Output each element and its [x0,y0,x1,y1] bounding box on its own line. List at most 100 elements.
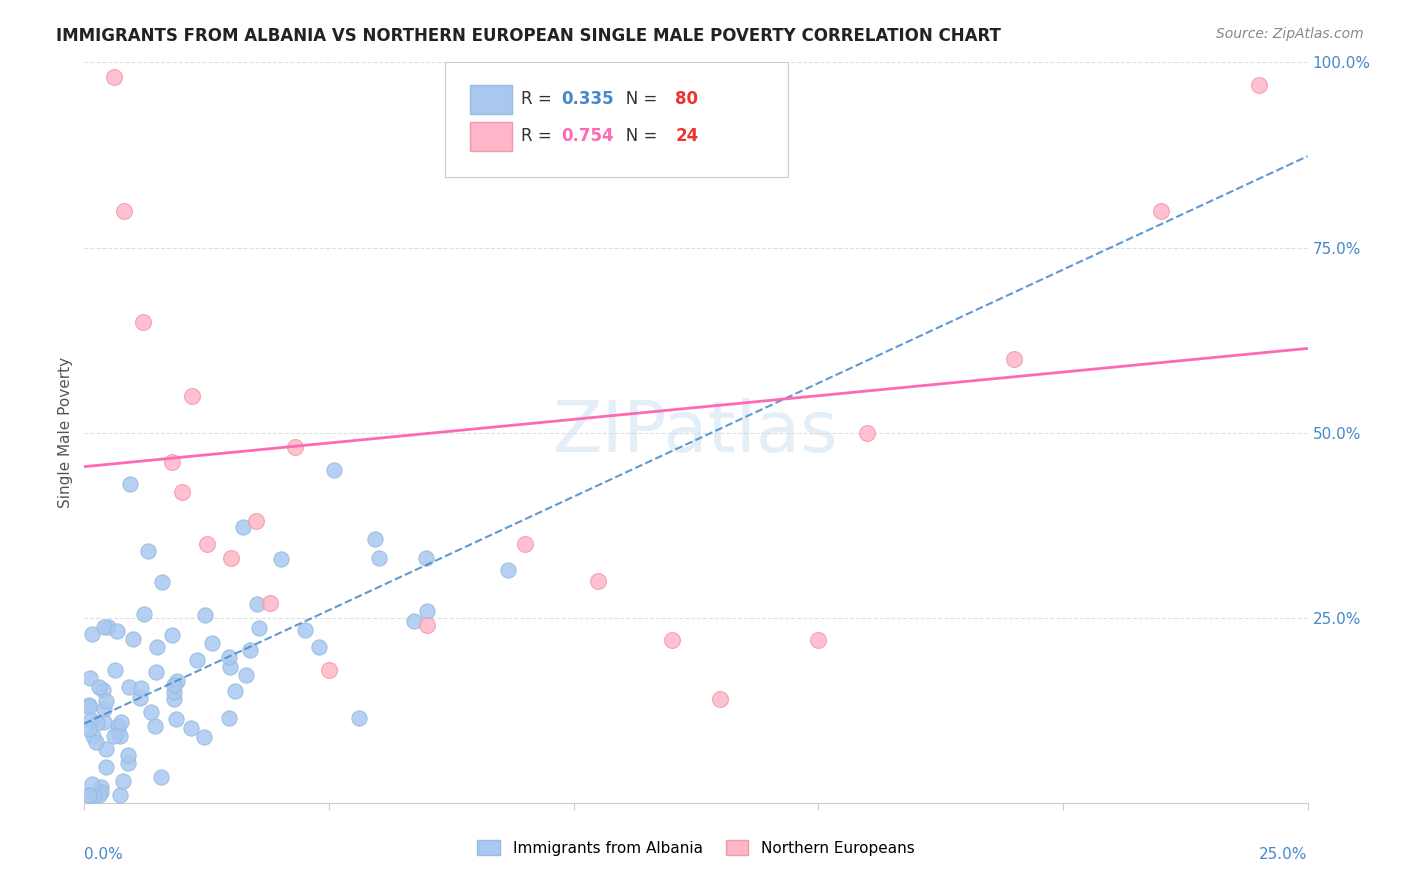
Text: 0.0%: 0.0% [84,847,124,863]
Point [132,607,155,622]
Point [129,681,152,695]
Point [79,671,101,685]
Point [117,748,139,763]
Point [94,741,117,756]
Text: 0.335: 0.335 [561,90,614,109]
Point [163,692,186,706]
Point [513,536,536,550]
Point [194,607,217,622]
Point [107,719,129,733]
Point [247,621,270,635]
Point [416,604,439,618]
Point [195,536,218,550]
Point [80,626,103,640]
Point [172,484,194,499]
Point [77,698,100,712]
Point [80,713,103,727]
Point [94,694,117,708]
Text: ZIPatlas: ZIPatlas [553,398,839,467]
Point [77,789,100,803]
Point [562,62,585,77]
Text: 80: 80 [675,90,699,109]
Text: N =: N = [610,90,664,109]
Point [284,441,307,455]
Point [404,614,426,628]
Bar [470,121,513,152]
Point [162,455,184,469]
Point [246,597,269,611]
Text: 24: 24 [675,128,699,145]
Point [308,640,330,654]
Point [86,735,108,749]
Point [93,620,115,634]
Point [93,714,115,729]
Point [143,719,166,733]
Text: N =: N = [610,128,664,145]
Bar [470,85,513,114]
Point [91,683,114,698]
Point [103,729,125,743]
Point [90,780,112,794]
Point [162,678,184,692]
Point [322,462,344,476]
Point [77,722,100,736]
Point [1150,203,1173,218]
Point [90,785,112,799]
Point [128,691,150,706]
Y-axis label: Single Male Poverty: Single Male Poverty [58,357,73,508]
FancyBboxPatch shape [446,62,787,178]
Point [87,789,110,803]
Point [120,477,142,491]
Point [180,721,202,735]
Point [80,777,103,791]
Point [149,770,172,784]
Point [121,632,143,647]
Point [112,203,135,218]
Point [107,724,129,739]
Point [239,642,262,657]
Point [235,667,257,681]
Point [146,640,169,654]
Point [166,674,188,689]
Point [77,789,100,803]
Point [193,730,215,744]
Point [150,574,173,589]
Point [270,552,292,566]
Point [224,684,246,698]
Point [415,551,437,566]
Point [108,789,131,803]
Point [1002,351,1025,366]
Point [136,544,159,558]
Point [103,70,125,85]
Point [368,551,391,566]
Point [709,692,731,706]
Text: 0.754: 0.754 [561,128,614,145]
Point [93,702,115,716]
Point [1247,78,1270,92]
Text: 25.0%: 25.0% [1260,847,1308,863]
Point [165,712,187,726]
Point [219,551,242,566]
Point [218,650,240,665]
Point [498,563,520,577]
Point [807,632,830,647]
Point [97,620,120,634]
Point [219,660,242,674]
Point [145,665,167,680]
Point [218,711,240,725]
Point [89,680,111,694]
Point [661,632,683,647]
Text: IMMIGRANTS FROM ALBANIA VS NORTHERN EUROPEAN SINGLE MALE POVERTY CORRELATION CHA: IMMIGRANTS FROM ALBANIA VS NORTHERN EURO… [56,27,1001,45]
Point [586,574,609,588]
Point [117,756,139,770]
Point [186,653,208,667]
Point [104,663,127,677]
Point [856,425,879,440]
Point [160,628,183,642]
Point [364,533,387,547]
Point [245,515,267,529]
Text: R =: R = [522,128,557,145]
Point [132,314,155,328]
Point [110,714,132,729]
Point [294,624,316,638]
